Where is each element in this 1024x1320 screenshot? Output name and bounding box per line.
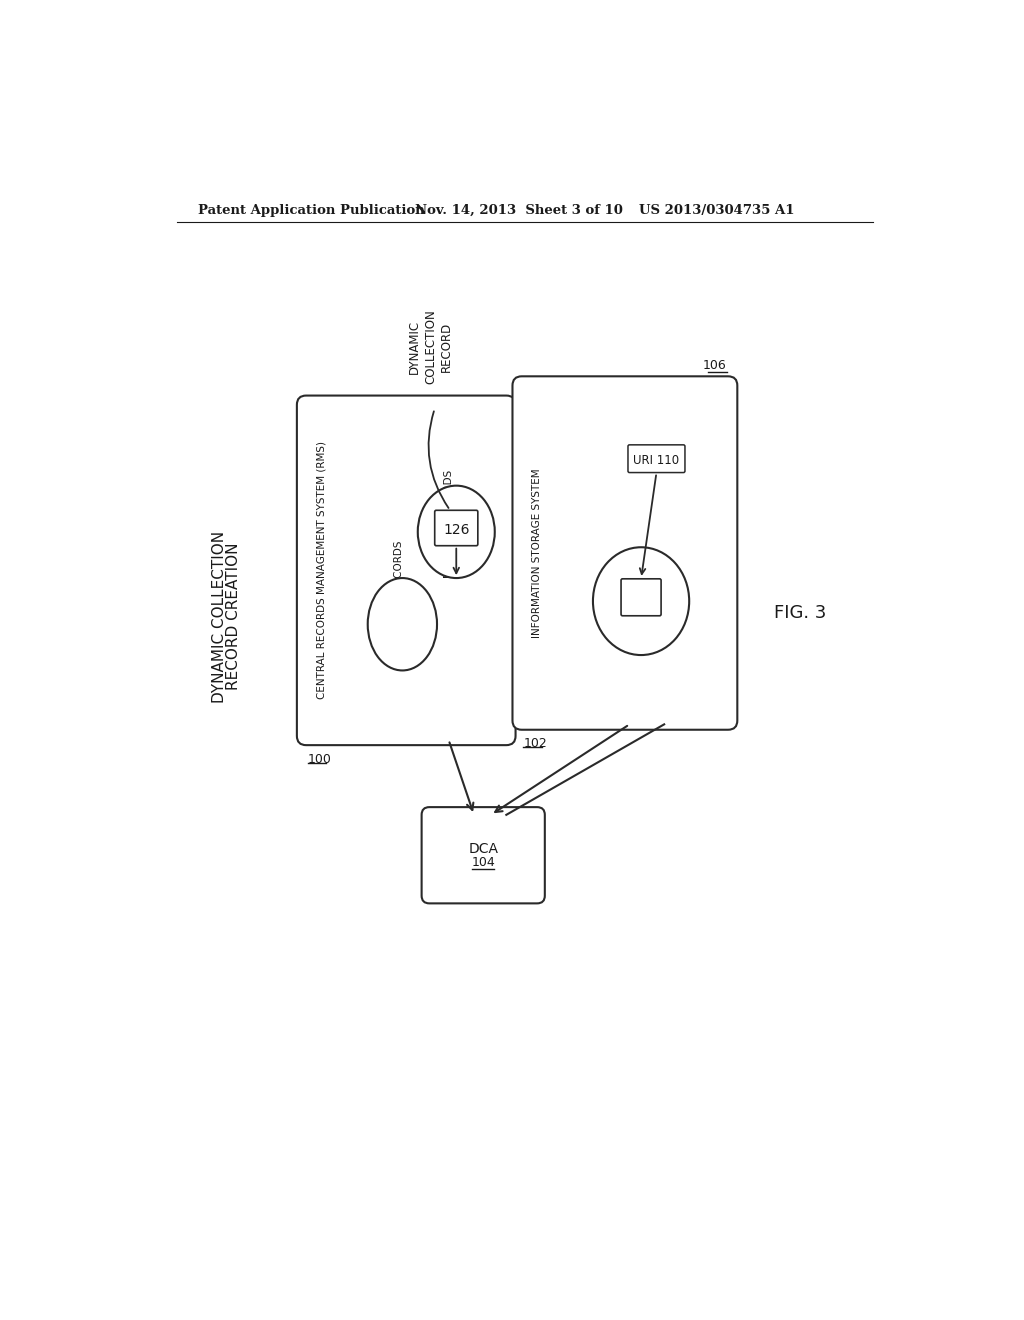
Ellipse shape (593, 548, 689, 655)
Text: 102: 102 (523, 738, 547, 751)
Ellipse shape (368, 578, 437, 671)
Text: 104: 104 (471, 857, 495, 870)
FancyBboxPatch shape (435, 511, 478, 545)
Text: US 2013/0304735 A1: US 2013/0304735 A1 (639, 205, 795, 218)
Text: CENTRAL RECORDS MANAGEMENT SYSTEM (RMS): CENTRAL RECORDS MANAGEMENT SYSTEM (RMS) (316, 441, 327, 700)
Text: EXTERNAL RECORDS: EXTERNAL RECORDS (443, 470, 454, 578)
FancyBboxPatch shape (512, 376, 737, 730)
Text: DYNAMIC
COLLECTION
RECORD: DYNAMIC COLLECTION RECORD (409, 310, 454, 384)
Text: INTERNAL RECORDS: INTERNAL RECORDS (393, 541, 403, 647)
Text: 126: 126 (443, 523, 470, 537)
Text: DCA: DCA (468, 842, 499, 857)
Text: 100: 100 (307, 752, 332, 766)
FancyBboxPatch shape (422, 807, 545, 903)
Text: FIG. 3: FIG. 3 (773, 603, 826, 622)
FancyBboxPatch shape (628, 445, 685, 473)
FancyBboxPatch shape (297, 396, 515, 744)
Text: 106: 106 (702, 359, 727, 372)
Text: INFORMATION STORAGE SYSTEM: INFORMATION STORAGE SYSTEM (532, 469, 542, 638)
FancyBboxPatch shape (621, 578, 662, 615)
Text: URI 110: URI 110 (634, 454, 680, 467)
Text: Nov. 14, 2013  Sheet 3 of 10: Nov. 14, 2013 Sheet 3 of 10 (416, 205, 624, 218)
Text: Patent Application Publication: Patent Application Publication (199, 205, 425, 218)
Ellipse shape (418, 486, 495, 578)
Text: RECORD CREATION: RECORD CREATION (226, 543, 242, 690)
Text: DYNAMIC COLLECTION: DYNAMIC COLLECTION (212, 531, 226, 702)
